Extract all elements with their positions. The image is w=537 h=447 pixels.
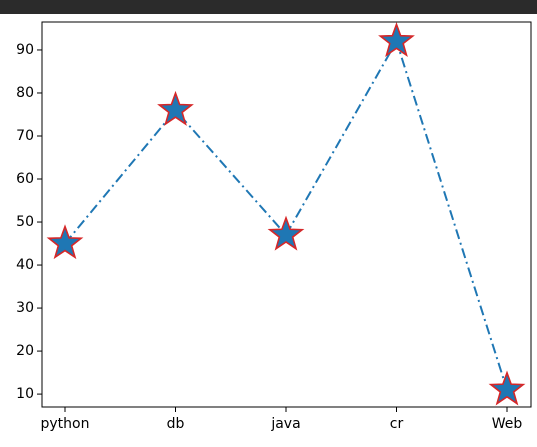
data-point-star-marker [46, 224, 84, 260]
x-axis: python db java cr Web [41, 407, 523, 432]
y-tick-label: 80 [16, 85, 34, 101]
x-tick-label: python [41, 416, 90, 432]
plot-area [42, 22, 531, 407]
y-tick-label: 70 [16, 128, 34, 144]
data-point-star-marker [378, 22, 415, 58]
data-point-star-marker [267, 215, 305, 251]
y-tick-label: 30 [16, 300, 34, 316]
y-axis: 10 20 30 40 50 60 70 80 90 [16, 42, 42, 402]
y-tick-label: 20 [16, 343, 34, 359]
x-tick-label: java [270, 416, 300, 432]
x-tick-label: cr [390, 416, 404, 432]
y-tick-label: 40 [16, 257, 34, 273]
window-titlebar [0, 0, 537, 14]
x-tick-label: Web [492, 416, 523, 432]
data-point-star-marker [488, 370, 526, 406]
plot-frame [41, 21, 532, 408]
y-tick-label: 90 [16, 42, 34, 58]
x-tick-label: db [167, 416, 185, 432]
y-tick-label: 60 [16, 171, 34, 187]
series-line [64, 40, 508, 391]
y-tick-label: 10 [16, 386, 34, 402]
series-line-group [46, 22, 526, 406]
data-point-star-marker [157, 90, 194, 126]
y-tick-label: 50 [16, 214, 34, 230]
